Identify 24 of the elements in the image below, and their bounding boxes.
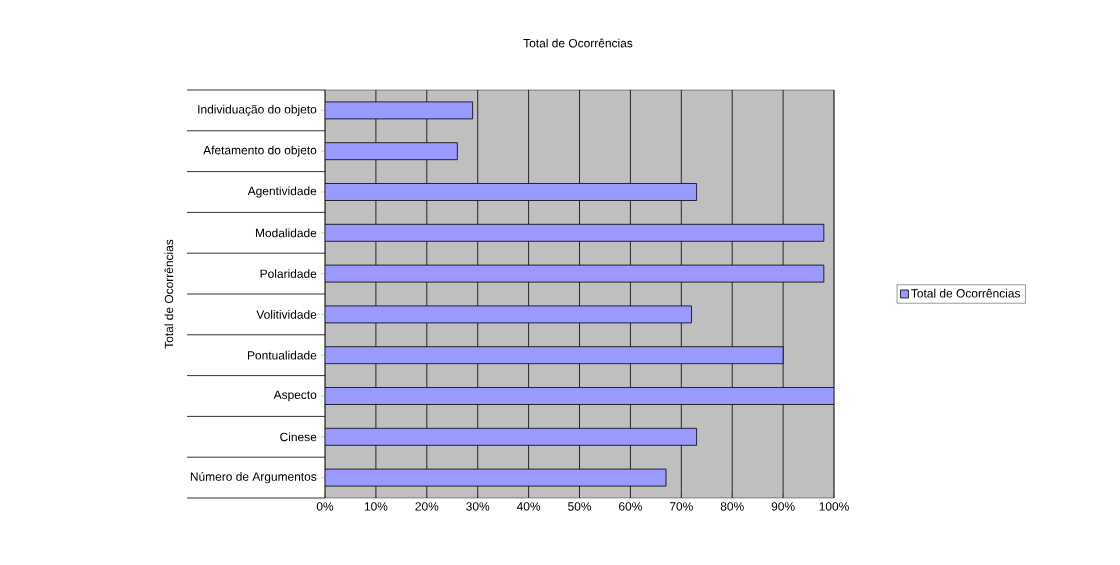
x-tick-label: 60% [619,502,642,511]
x-tick-label: 80% [720,502,744,511]
x-tick-label: 20% [415,502,439,511]
x-tick-label: 30% [466,502,490,511]
chart-title: Total de Ocorrências [523,38,633,48]
y-tick-label: Individuação do objeto [198,104,317,116]
y-tick-label: Volitividade [256,310,317,319]
x-tick-label: 50% [568,502,592,511]
x-tick-label: 70% [669,502,693,511]
y-tick-label: Pontualidade [248,350,317,360]
y-tick-label: Afetamento do objeto [203,145,317,157]
x-tick-label: 10% [364,502,388,511]
y-tick-label: Aspecto [273,390,317,402]
y-tick-label: Número de Argumentos [190,471,317,484]
x-tick-label: 40% [516,502,541,511]
y-tick-label: Modalidade [255,228,317,238]
y-tick-label: Polaridade [260,269,317,278]
legend-label: Total de Ocorrências [911,288,1021,298]
y-axis-title: Total de Ocorrências [164,239,174,349]
x-tick-label: 100% [819,502,849,511]
y-tick-label: Cinese [280,432,317,442]
y-tick-label: Agentividade [247,186,317,198]
x-tick-label: 90% [771,502,795,511]
x-tick-label: 0% [316,502,334,511]
